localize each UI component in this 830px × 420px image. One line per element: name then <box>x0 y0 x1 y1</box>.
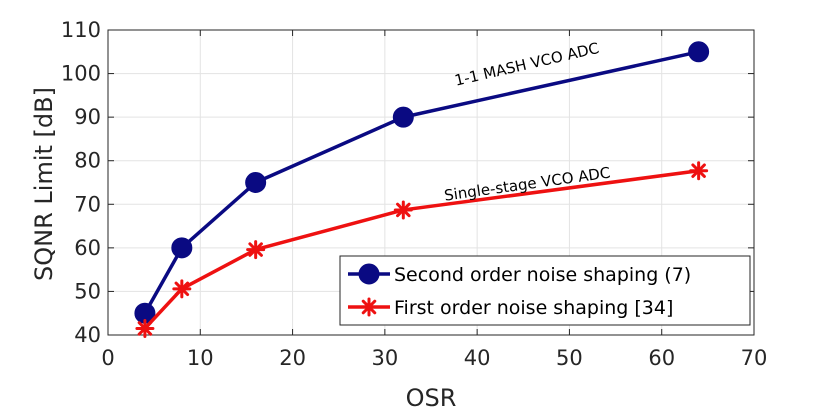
y-axis-label: SQNR Limit [dB] <box>30 87 58 281</box>
asterisk-stroke <box>361 299 377 315</box>
x-tick-label: 20 <box>279 346 306 370</box>
data-point <box>689 161 709 181</box>
y-tick-label: 90 <box>74 105 101 129</box>
data-point <box>246 240 266 260</box>
y-tick-label: 80 <box>74 149 101 173</box>
y-tick-label: 60 <box>74 236 101 260</box>
legend-label: Second order noise shaping (7) <box>394 264 691 286</box>
legend-entry: Second order noise shaping (7) <box>348 263 691 286</box>
y-tick-label: 100 <box>61 62 101 86</box>
x-tick-label: 70 <box>741 346 768 370</box>
data-point <box>171 237 193 259</box>
data-point <box>688 41 710 63</box>
legend-label: First order noise shaping [34] <box>394 297 673 319</box>
tick-layer: 0 10 20 30 40 50 60 70 40 50 60 70 80 90 100 110 <box>61 18 767 370</box>
y-tick-label: 50 <box>74 279 101 303</box>
y-tick-label: 70 <box>74 192 101 216</box>
data-point <box>135 318 155 338</box>
legend-marker <box>359 297 379 317</box>
asterisk-stroke <box>174 281 190 297</box>
asterisk-stroke <box>691 163 706 178</box>
series-2 <box>135 161 709 338</box>
legend-box <box>339 255 751 326</box>
y-tick-label: 40 <box>74 323 101 347</box>
data-point <box>393 200 413 220</box>
x-tick-label: 10 <box>187 346 214 370</box>
data-point <box>245 172 267 193</box>
x-tick-label: 50 <box>556 346 583 370</box>
data-point <box>172 279 192 299</box>
x-tick-label: 30 <box>371 346 398 370</box>
x-tick-label: 40 <box>464 346 491 370</box>
y-tick-label: 110 <box>61 18 101 42</box>
legend: Second order noise shaping (7) First orde… <box>339 255 751 326</box>
series-1 <box>134 41 710 324</box>
plot-area-border <box>107 29 755 336</box>
x-axis-label: OSR <box>406 384 457 412</box>
x-tick-label: 60 <box>648 346 675 370</box>
series-layer <box>134 41 710 338</box>
data-point <box>392 106 414 128</box>
legend-entry: First order noise shaping [34] <box>348 297 673 319</box>
asterisk-stroke <box>137 321 153 336</box>
legend-marker <box>358 263 380 285</box>
asterisk-stroke <box>396 202 411 218</box>
asterisk-stroke <box>248 242 263 257</box>
x-tick-label: 0 <box>101 346 114 370</box>
